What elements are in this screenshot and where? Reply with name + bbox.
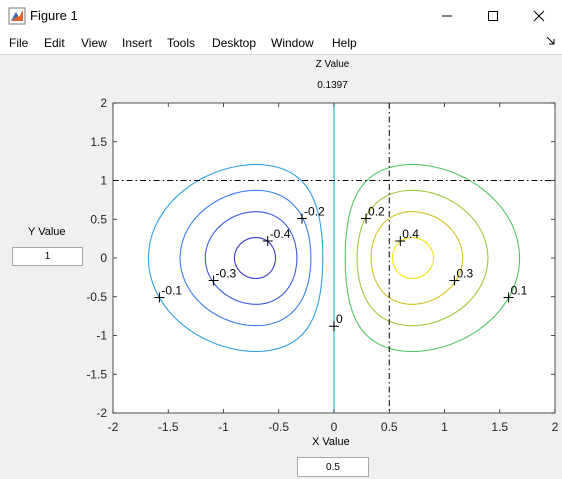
axis-ticks: -2 -1.5 -1 -0.5 0 0.5 1 1.5 2 2 1.5 1 0.5 0 -0.5 -1 -1.5… <box>86 96 558 434</box>
window-title: Figure 1 <box>30 8 78 23</box>
y-value-label: Y Value <box>28 226 66 238</box>
contour-label: -0.1 <box>161 284 182 298</box>
y-tick-label: -1 <box>96 329 107 343</box>
contour-label: 0.3 <box>456 266 473 280</box>
contour-label: 0 <box>336 312 343 326</box>
y-tick-label: -0.5 <box>86 290 107 304</box>
contour-label-marker <box>395 235 406 246</box>
x-value-field[interactable] <box>297 457 369 477</box>
x-tick-label: 1 <box>441 420 448 434</box>
x-tick-label: -1.5 <box>158 420 179 434</box>
contour-label: 0.4 <box>402 227 419 241</box>
contour-level-0p3 <box>370 211 464 305</box>
dock-arrow-icon[interactable] <box>546 36 556 46</box>
title-bar: Figure 1 <box>0 0 562 32</box>
x-tick-label: 0 <box>331 420 338 434</box>
x-tick-label: -0.5 <box>268 420 289 434</box>
y-value-field[interactable] <box>12 247 83 266</box>
y-tick-label: 0 <box>100 251 107 265</box>
minimize-icon <box>442 15 452 17</box>
z-value-label: Z Value <box>315 59 350 70</box>
menu-view[interactable]: View <box>81 36 107 50</box>
contour-level-neg0p2 <box>179 189 312 327</box>
menu-tools[interactable]: Tools <box>167 36 196 50</box>
contour-lines <box>147 103 521 413</box>
crosshair <box>113 103 555 413</box>
contour-label-marker <box>154 292 165 303</box>
z-value-readout: 0.1397 <box>317 80 348 91</box>
maximize-icon <box>488 11 498 21</box>
maximize-button[interactable] <box>470 0 516 32</box>
y-tick-label: 1 <box>100 174 107 188</box>
contour-label-marker <box>361 213 372 224</box>
contour-label: 0.2 <box>368 204 385 218</box>
contour-label-marker <box>329 321 339 332</box>
menu-insert[interactable]: Insert <box>122 36 153 50</box>
contour-label: -0.3 <box>216 266 237 280</box>
x-tick-label: -1 <box>218 420 229 434</box>
y-tick-label: -2 <box>96 406 107 420</box>
x-tick-label: -2 <box>108 420 119 434</box>
menu-bar: File Edit View Insert Tools Desktop Wind… <box>0 32 562 55</box>
contour-level-neg0p1 <box>147 163 324 353</box>
contour-label-marker <box>296 213 307 224</box>
contour-label: -0.2 <box>304 204 325 218</box>
y-tick-label: 2 <box>100 96 107 110</box>
close-button[interactable] <box>516 0 562 32</box>
x-tick-label: 1.5 <box>491 420 508 434</box>
y-tick-label: 1.5 <box>90 135 107 149</box>
close-icon <box>533 10 545 22</box>
x-tick-label: 0.5 <box>381 420 398 434</box>
contour-level-0p2 <box>356 189 489 327</box>
x-tick-label: 2 <box>552 420 559 434</box>
contour-level-neg0p4 <box>233 236 277 280</box>
menu-edit[interactable]: Edit <box>44 36 65 50</box>
contour-label-marker <box>449 275 460 286</box>
menu-file[interactable]: File <box>9 36 29 50</box>
x-axis-label: X Value <box>312 436 350 448</box>
contour-labels: -0.4 -0.3 -0.2 -0.1 0 0.1 0.2 0.3 0.4 <box>154 204 528 332</box>
menu-help[interactable]: Help <box>332 36 357 50</box>
contour-label: -0.4 <box>270 227 291 241</box>
contour-label: 0.1 <box>511 284 528 298</box>
contour-label-marker <box>208 275 219 286</box>
menu-desktop[interactable]: Desktop <box>212 36 257 50</box>
y-tick-label: 0.5 <box>90 212 107 226</box>
matlab-icon <box>8 7 26 25</box>
minimize-button[interactable] <box>424 0 470 32</box>
contour-level-neg0p3 <box>204 211 298 305</box>
y-tick-label: -1.5 <box>86 367 107 381</box>
contour-label-marker <box>262 235 273 246</box>
contour-level-0p4 <box>391 236 435 280</box>
contour-label-marker <box>503 292 514 303</box>
menu-window[interactable]: Window <box>271 36 314 50</box>
